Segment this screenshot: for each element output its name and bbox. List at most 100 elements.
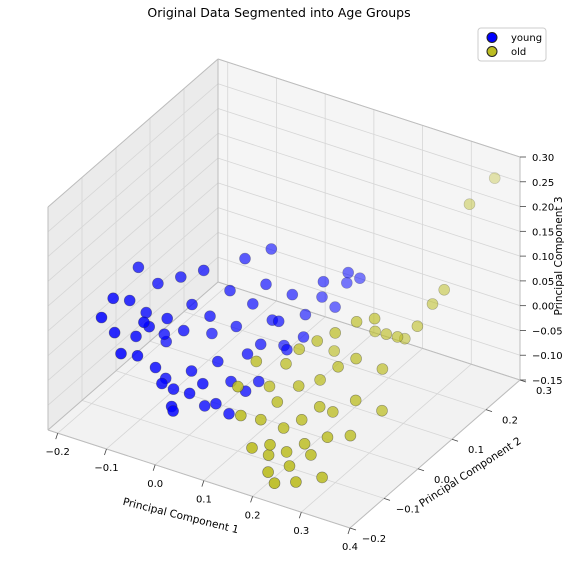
point-young (184, 388, 195, 399)
point-old (247, 442, 258, 453)
point-young (187, 299, 198, 310)
point-old (350, 395, 361, 406)
x-tick-label: 0.4 (342, 542, 358, 553)
point-young (138, 317, 149, 328)
z-tick-label: 0.25 (532, 178, 554, 189)
legend-label-old: old (511, 47, 526, 58)
z-axis-label: Principal Component 3 (553, 196, 565, 315)
point-young (199, 400, 210, 411)
point-old (272, 397, 283, 408)
point-young (273, 316, 284, 327)
x-tick-label: 0.1 (196, 495, 212, 506)
point-old (264, 381, 275, 392)
y-tick-label: −0.2 (362, 534, 386, 545)
point-old (317, 472, 328, 483)
chart-title: Original Data Segmented into Age Groups (147, 5, 410, 20)
point-young (298, 332, 309, 343)
point-old (263, 450, 274, 461)
legend-marker-old (487, 47, 497, 57)
point-old (381, 329, 392, 340)
point-young (96, 312, 107, 323)
point-young (247, 298, 258, 309)
z-tick-label: 0.15 (532, 227, 554, 238)
point-old (327, 406, 338, 417)
x-tick-label: −0.1 (94, 463, 118, 474)
point-old (296, 414, 307, 425)
point-young (231, 321, 242, 332)
point-old (329, 346, 340, 357)
point-old (255, 414, 266, 425)
point-old (377, 405, 388, 416)
point-old (299, 438, 310, 449)
point-young (354, 273, 365, 284)
point-young (131, 331, 142, 342)
legend: young old (478, 28, 546, 61)
point-young (266, 244, 277, 255)
x-tick-mark (251, 496, 253, 502)
point-young (150, 362, 161, 373)
point-old (235, 410, 246, 421)
x-tick-mark (153, 465, 155, 471)
point-young (224, 408, 235, 419)
point-young (206, 328, 217, 339)
point-old (439, 284, 450, 295)
point-old (314, 401, 325, 412)
point-old (322, 432, 333, 443)
z-tick-label: 0.05 (532, 277, 554, 288)
point-young (109, 327, 120, 338)
point-old (284, 461, 295, 472)
legend-marker-young (487, 33, 497, 43)
point-young (212, 356, 223, 367)
point-young (152, 278, 163, 289)
point-old (278, 423, 289, 434)
x-tick-mark (104, 449, 106, 455)
y-tick-mark (486, 410, 492, 412)
y-tick-label: 0.3 (536, 386, 552, 397)
point-young (281, 344, 292, 355)
point-old (281, 358, 292, 369)
point-old (315, 374, 326, 385)
x-tick-label: −0.2 (46, 447, 70, 458)
point-young (240, 253, 251, 264)
point-young (242, 349, 253, 360)
point-old (345, 430, 356, 441)
point-young (141, 307, 152, 318)
point-old (427, 299, 438, 310)
z-tick-label: −0.15 (532, 376, 563, 387)
point-young (318, 276, 329, 287)
x-tick-mark (202, 481, 204, 487)
point-young (205, 311, 216, 322)
point-young (159, 329, 170, 340)
x-axis-label: Principal Component 1 (122, 496, 240, 536)
z-tick-label: −0.05 (532, 326, 563, 337)
point-young (162, 313, 173, 324)
z-tick-label: 0.10 (532, 252, 554, 263)
point-old (269, 478, 280, 489)
point-old (232, 381, 243, 392)
y-tick-label: 0.1 (468, 445, 484, 456)
point-young (225, 285, 236, 296)
point-old (305, 449, 316, 460)
y-tick-mark (384, 498, 390, 500)
x-tick-mark (56, 433, 58, 439)
point-old (351, 353, 362, 364)
point-old (294, 344, 305, 355)
point-old (412, 321, 423, 332)
point-old (281, 446, 292, 457)
point-young (197, 378, 208, 389)
point-old (392, 331, 403, 342)
point-young (116, 348, 127, 359)
point-old (370, 326, 381, 337)
point-young (124, 295, 135, 306)
legend-label-young: young (511, 33, 542, 44)
x-tick-mark (348, 528, 350, 534)
point-old (330, 327, 341, 338)
point-young (261, 279, 272, 290)
point-old (263, 467, 274, 478)
x-tick-label: 0.2 (245, 510, 261, 521)
point-old (333, 361, 344, 372)
point-young (210, 398, 221, 409)
point-young (255, 339, 266, 350)
point-young (287, 289, 298, 300)
point-old (377, 364, 388, 375)
